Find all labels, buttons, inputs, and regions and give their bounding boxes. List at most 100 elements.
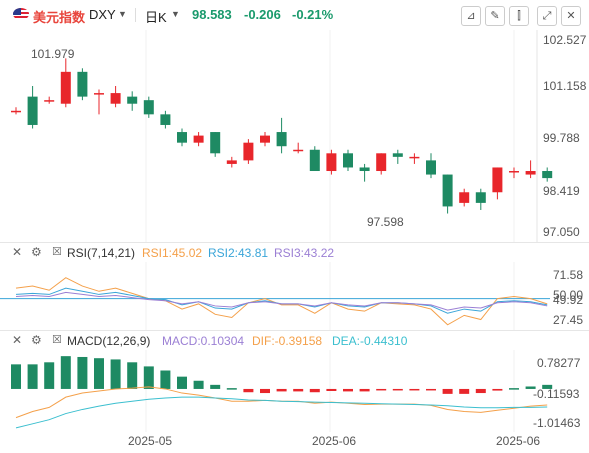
candle-body bbox=[442, 174, 453, 207]
dea-value: DEA:-0.44310 bbox=[332, 334, 408, 348]
macd-histogram-bar bbox=[226, 388, 237, 390]
candle-body bbox=[359, 167, 370, 172]
macd-histogram-bar bbox=[77, 356, 88, 389]
expand-icon[interactable]: ⤢ bbox=[537, 6, 557, 26]
macd-histogram-bar bbox=[260, 388, 270, 394]
settings-icon[interactable]: ⚙ bbox=[31, 333, 42, 347]
candle-body bbox=[27, 96, 38, 125]
macd-histogram-bar bbox=[309, 388, 320, 393]
hide-indicator-icon[interactable]: ✕ bbox=[12, 333, 23, 347]
macd-histogram-bar bbox=[409, 388, 420, 391]
macd-histogram-bar bbox=[110, 359, 121, 389]
candle-body bbox=[177, 132, 187, 143]
macd-line-dea bbox=[15, 396, 548, 429]
macd-histogram-bar bbox=[44, 362, 55, 389]
candle-body bbox=[94, 93, 104, 95]
info-icon[interactable]: ☒ bbox=[52, 334, 62, 346]
macd-histogram-bar bbox=[392, 388, 403, 391]
rsi-y-tick: 27.45 bbox=[553, 313, 584, 327]
macd-histogram-bar bbox=[442, 388, 453, 394]
macd-histogram-bar bbox=[525, 386, 536, 389]
candle-body bbox=[44, 100, 55, 102]
macd-title: MACD(12,26,9) bbox=[67, 334, 151, 348]
rsi-y-tick: 49.92 bbox=[553, 293, 584, 307]
macd-histogram-bar bbox=[509, 388, 519, 390]
y-tick: 98.419 bbox=[543, 184, 580, 198]
macd-histogram-bar bbox=[143, 366, 154, 389]
price-change-percent: -0.21% bbox=[292, 7, 334, 22]
candle-body bbox=[11, 110, 21, 113]
macd-chart[interactable] bbox=[0, 350, 589, 432]
high-price-label: 101.979 bbox=[31, 47, 75, 61]
macd-histogram-bar bbox=[359, 388, 370, 392]
candle-body bbox=[110, 93, 121, 104]
y-tick: 101.158 bbox=[543, 79, 587, 93]
info-icon[interactable]: ☒ bbox=[52, 246, 62, 258]
rsi-line-series2 bbox=[15, 287, 548, 314]
macd-histogram-bar bbox=[475, 388, 486, 394]
divider bbox=[135, 8, 136, 22]
macd-y-tick: -1.01463 bbox=[533, 416, 581, 430]
candle-body bbox=[492, 167, 503, 193]
rsi-title: RSI(7,14,21) bbox=[67, 246, 136, 260]
rsi-chart[interactable] bbox=[0, 262, 589, 330]
candle-body bbox=[475, 192, 486, 203]
candle-body bbox=[77, 71, 88, 97]
symbol-dropdown-icon[interactable]: ▼ bbox=[118, 9, 127, 19]
macd-histogram-bar bbox=[210, 384, 221, 389]
candle-body bbox=[326, 153, 337, 172]
candle-body bbox=[143, 100, 154, 115]
macd-histogram-bar bbox=[243, 388, 254, 393]
dif-value: DIF:-0.39158 bbox=[252, 334, 323, 348]
macd-histogram-bar bbox=[326, 388, 337, 391]
y-tick: 99.788 bbox=[543, 131, 580, 145]
candle-body bbox=[459, 192, 470, 203]
macd-histogram-bar bbox=[376, 388, 387, 391]
candle-body bbox=[193, 135, 204, 143]
macd-histogram-bar bbox=[276, 388, 287, 392]
candle-body bbox=[392, 153, 403, 157]
line-tool-icon[interactable]: ⊿ bbox=[461, 6, 481, 26]
period-dropdown-icon[interactable]: ▼ bbox=[171, 9, 180, 19]
panel-divider bbox=[0, 242, 589, 243]
candle-body bbox=[525, 171, 536, 175]
rsi-y-tick: 50.00 bbox=[553, 288, 584, 302]
candlestick-chart[interactable] bbox=[0, 30, 589, 242]
candle-body bbox=[60, 71, 71, 104]
last-price: 98.583 bbox=[192, 7, 232, 22]
rsi-line-series3 bbox=[15, 291, 548, 311]
macd-histogram-bar bbox=[426, 388, 436, 391]
macd-histogram-bar bbox=[542, 384, 553, 389]
rsi1-value: RSI1:45.02 bbox=[142, 246, 203, 260]
macd-y-tick: -0.11593 bbox=[533, 387, 580, 401]
candle-type-icon[interactable]: ⫿ bbox=[509, 6, 529, 26]
hide-indicator-icon[interactable]: ✕ bbox=[12, 245, 23, 259]
us-flag-icon bbox=[13, 8, 29, 20]
candle-body bbox=[276, 132, 287, 147]
macd-histogram-bar bbox=[160, 370, 171, 389]
y-tick: 102.527 bbox=[543, 33, 587, 47]
settings-icon[interactable]: ⚙ bbox=[31, 245, 42, 259]
rsi-y-tick: 71.58 bbox=[553, 268, 584, 282]
macd-histogram-bar bbox=[27, 364, 38, 389]
candle-body bbox=[376, 153, 387, 172]
candle-body bbox=[226, 160, 237, 164]
instrument-name[interactable]: 美元指数 bbox=[33, 10, 86, 25]
panel-divider bbox=[0, 330, 589, 331]
x-tick: 2025-06 bbox=[312, 434, 357, 448]
x-tick: 2025-05 bbox=[128, 434, 173, 448]
y-tick: 97.050 bbox=[543, 225, 580, 239]
macd-histogram-bar bbox=[11, 364, 21, 389]
low-price-label: 97.598 bbox=[367, 215, 404, 229]
close-icon[interactable]: ✕ bbox=[561, 6, 581, 26]
candle-body bbox=[160, 114, 171, 125]
x-tick: 2025-06 bbox=[496, 434, 541, 448]
macd-histogram-bar bbox=[94, 358, 104, 389]
candle-body bbox=[343, 153, 353, 168]
draw-icon[interactable]: ✎ bbox=[485, 6, 505, 26]
candle-body bbox=[243, 142, 254, 161]
period-select[interactable]: 日K bbox=[145, 10, 167, 25]
candle-body bbox=[542, 171, 553, 179]
symbol-code[interactable]: DXY bbox=[89, 7, 116, 22]
candle-body bbox=[260, 135, 270, 143]
